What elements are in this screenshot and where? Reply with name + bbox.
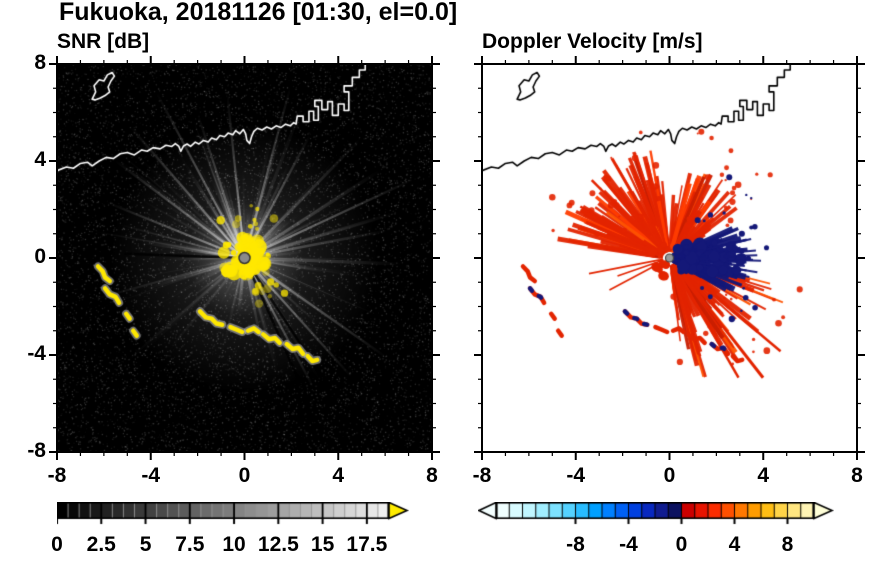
snr-colorbar-label: 10 (222, 533, 246, 556)
x-tick-label: -4 (566, 464, 586, 487)
figure-title: Fukuoka, 20181126 [01:30, el=0.0] (59, 0, 458, 26)
doppler-colorbar-label: 4 (728, 533, 741, 556)
snr-colorbar-label: 15 (310, 533, 335, 556)
x-tick-label: 8 (426, 464, 438, 487)
x-tick-label: 0 (663, 464, 676, 487)
snr-colorbar-label: 2.5 (86, 533, 116, 556)
x-tick-label: 8 (851, 464, 863, 487)
x-tick-label: 4 (332, 464, 345, 487)
doppler-heatmap-canvas (482, 64, 857, 452)
doppler-colorbar-label: 0 (675, 533, 688, 556)
doppler-colorbar (478, 502, 834, 525)
y-tick-label: 0 (34, 245, 46, 268)
doppler-panel-title: Doppler Velocity [m/s] (482, 30, 703, 53)
doppler-colorbar-label: 8 (781, 533, 794, 556)
x-tick-label: -8 (47, 464, 67, 487)
x-tick-label: -8 (472, 464, 492, 487)
snr-colorbar (57, 502, 409, 525)
y-tick-label: -4 (27, 342, 46, 365)
doppler-colorbar-label: -8 (566, 533, 585, 556)
x-tick-label: -4 (141, 464, 161, 487)
snr-colorbar-label: 0 (51, 533, 63, 556)
snr-colorbar-label: 7.5 (175, 533, 205, 556)
snr-panel-title: SNR [dB] (57, 30, 150, 53)
y-tick-label: -8 (27, 439, 46, 462)
x-tick-label: 0 (238, 464, 251, 487)
snr-heatmap-canvas (57, 64, 432, 452)
snr-colorbar-label: 12.5 (257, 533, 299, 556)
y-tick-label: 8 (34, 51, 46, 74)
doppler-colorbar-label: -4 (619, 533, 638, 556)
snr-plot-panel (49, 56, 440, 460)
snr-colorbar-label: 17.5 (346, 533, 388, 556)
doppler-plot-panel (474, 56, 865, 460)
y-tick-label: 4 (34, 148, 46, 171)
snr-colorbar-label: 5 (139, 533, 152, 556)
x-tick-label: 4 (757, 464, 770, 487)
